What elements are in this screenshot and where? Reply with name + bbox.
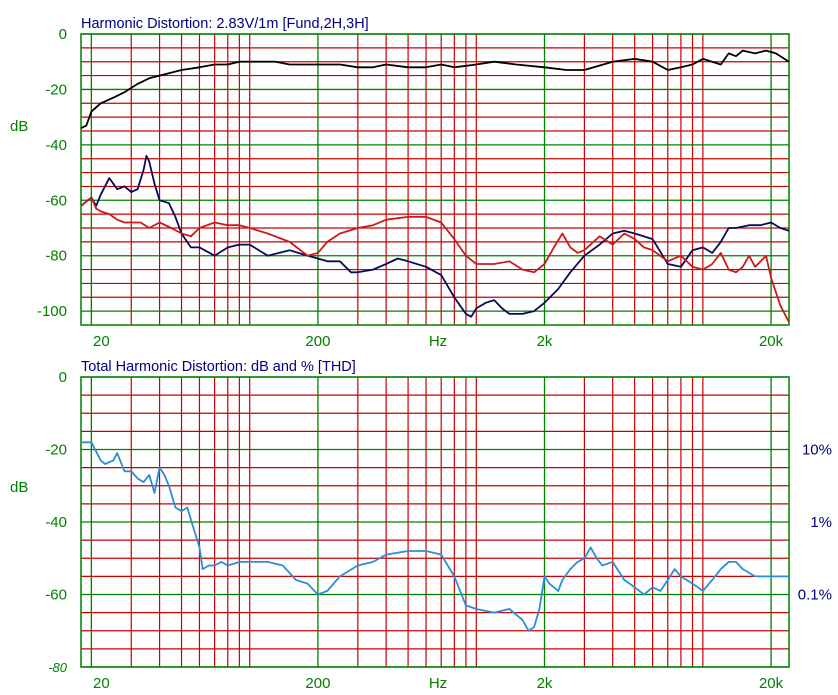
y-axis-label: dB bbox=[10, 479, 28, 496]
thd-title: Total Harmonic Distortion: dB and % [THD… bbox=[81, 359, 356, 375]
harmonic-distortion-series bbox=[80, 49, 790, 323]
harmonic-distortion-title: Harmonic Distortion: 2.83V/1m [Fund,2H,3… bbox=[81, 16, 369, 32]
x-tick-label: 20k bbox=[759, 675, 784, 692]
y-tick-label: -80 bbox=[45, 248, 67, 265]
y-tick-label: -100 bbox=[37, 303, 67, 320]
x-axis-label: Hz bbox=[429, 333, 447, 350]
harmonic-distortion-axes: 0 -20 -40 -60 -80 -100 dB 20 200 2k 20k Hz bbox=[10, 26, 784, 350]
x-tick-label: 2k bbox=[537, 333, 553, 350]
y-tick-label: -40 bbox=[45, 514, 67, 531]
plot-frame bbox=[80, 33, 790, 326]
x-tick-label: 20 bbox=[93, 333, 110, 350]
y-tick-label: -20 bbox=[45, 442, 67, 459]
y-tick-label: -60 bbox=[45, 192, 67, 209]
harmonic-distortion-grid bbox=[80, 33, 790, 326]
percent-tick-label: 0.1% bbox=[798, 587, 832, 604]
x-tick-label: 20 bbox=[93, 675, 110, 692]
x-tick-label: 20k bbox=[759, 333, 784, 350]
y-tick-label: 0 bbox=[59, 369, 67, 386]
series-line-thd bbox=[81, 441, 789, 632]
series-line-2h bbox=[80, 155, 790, 318]
thd-panel: Total Harmonic Distortion: dB and % [THD… bbox=[10, 359, 832, 692]
y-tick-label: -60 bbox=[45, 587, 67, 604]
y-tick-label: -80 bbox=[48, 660, 68, 675]
y-axis-label: dB bbox=[10, 118, 28, 135]
y-tick-label: 0 bbox=[59, 26, 67, 43]
thd-series bbox=[81, 441, 789, 632]
percent-tick-label: 1% bbox=[810, 514, 832, 531]
plot-frame bbox=[80, 376, 790, 668]
series-line-fund bbox=[80, 49, 790, 130]
x-axis-label: Hz bbox=[429, 675, 447, 692]
thd-grid bbox=[80, 376, 790, 668]
series-line-3h bbox=[80, 196, 790, 323]
x-tick-label: 2k bbox=[537, 675, 553, 692]
y-tick-label: -20 bbox=[45, 81, 67, 98]
x-tick-label: 200 bbox=[305, 675, 330, 692]
thd-axes: 0 -20 -40 -60 -80 dB 20 200 2k 20k Hz 10% 1% 0.1% bbox=[10, 369, 832, 692]
y-tick-label: -40 bbox=[45, 137, 67, 154]
percent-tick-label: 10% bbox=[802, 442, 832, 459]
x-tick-label: 200 bbox=[305, 333, 330, 350]
harmonic-distortion-panel: Harmonic Distortion: 2.83V/1m [Fund,2H,3… bbox=[10, 16, 790, 350]
